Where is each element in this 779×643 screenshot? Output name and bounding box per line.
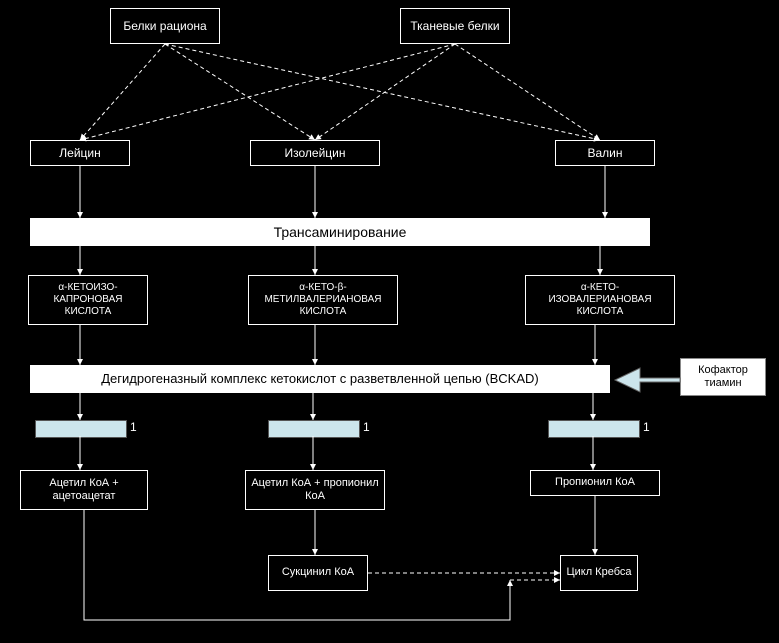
- bar-transamination: Трансаминирование: [30, 218, 650, 246]
- node-proteins-tissue: Тканевые белки: [400, 8, 510, 44]
- bluebox-3: [548, 420, 640, 438]
- bar-bckad: Дегидрогеназный комплекс кетокислот с ра…: [30, 365, 610, 393]
- label-step-1a: 1: [130, 420, 137, 434]
- node-kiv: α-КЕТО- ИЗОВАЛЕРИАНОВАЯ КИСЛОТА: [525, 275, 675, 325]
- node-valine: Валин: [555, 140, 655, 166]
- label-step-1b: 1: [363, 420, 370, 434]
- node-isoleucine: Изолейцин: [250, 140, 380, 166]
- node-propionyl: Пропионил КоА: [530, 470, 660, 496]
- bluebox-1: [35, 420, 127, 438]
- label-step-1c: 1: [643, 420, 650, 434]
- node-krebs: Цикл Кребса: [560, 555, 638, 591]
- node-proteins-diet: Белки рациона: [110, 8, 220, 44]
- node-acetyl-prop: Ацетил КоА + пропионил КоА: [245, 470, 385, 510]
- node-acetyl-acac: Ацетил КоА + ацетоацетат: [20, 470, 148, 510]
- node-leucine: Лейцин: [30, 140, 130, 166]
- bluebox-2: [268, 420, 360, 438]
- node-succinyl: Сукцинил КоА: [268, 555, 368, 591]
- node-kic: α-КЕТОИЗО- КАПРОНОВАЯ КИСЛОТА: [28, 275, 148, 325]
- node-cofactor: Кофактор тиамин: [680, 358, 766, 396]
- node-kmv: α-КЕТО-β- МЕТИЛВАЛЕРИАНОВАЯ КИСЛОТА: [248, 275, 398, 325]
